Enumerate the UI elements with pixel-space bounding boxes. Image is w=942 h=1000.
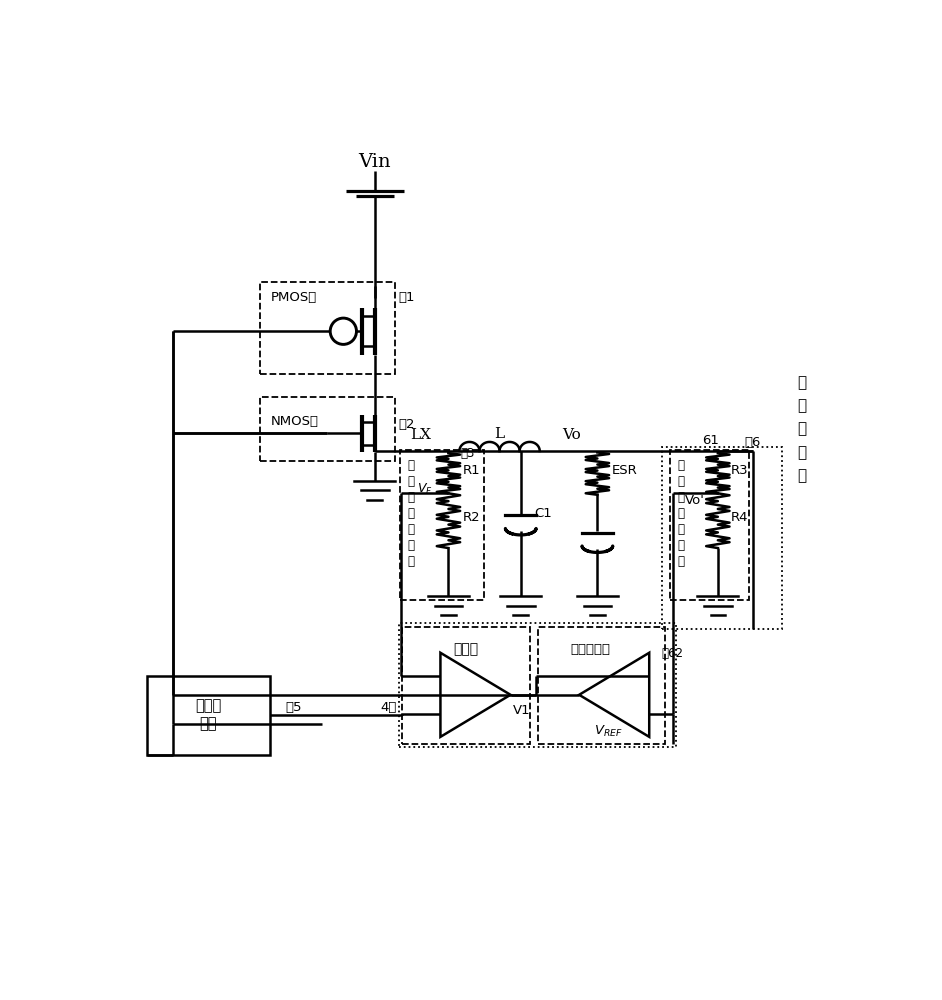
Text: 逻辑控: 逻辑控 [195, 698, 221, 713]
Text: 第: 第 [407, 459, 414, 472]
Text: L: L [495, 427, 505, 441]
Bar [538, 627, 665, 744]
Text: 串: 串 [678, 555, 685, 568]
Text: 一: 一 [407, 475, 414, 488]
Text: 61: 61 [702, 434, 719, 447]
Text: 模: 模 [797, 398, 806, 413]
Text: R3: R3 [731, 464, 749, 477]
Text: R4: R4 [731, 511, 749, 524]
Bar [402, 627, 530, 744]
Text: Vin: Vin [358, 153, 391, 171]
Text: ～3: ～3 [461, 447, 476, 460]
Text: R1: R1 [463, 464, 480, 477]
Text: 负: 负 [797, 468, 806, 483]
Text: 阻: 阻 [407, 539, 414, 552]
Text: R2: R2 [463, 511, 480, 524]
Text: Vo: Vo [562, 428, 581, 442]
Bar [661, 447, 782, 629]
Text: ～6: ～6 [744, 436, 760, 449]
Bar [147, 676, 269, 755]
Text: ～2: ～2 [398, 418, 414, 431]
Text: 运算放大器: 运算放大器 [571, 643, 610, 656]
Text: ～1: ～1 [398, 291, 414, 304]
Text: 二: 二 [678, 475, 685, 488]
Text: 4～: 4～ [381, 701, 397, 714]
Text: 电: 电 [407, 523, 414, 536]
Text: 比较器: 比较器 [453, 643, 479, 657]
Text: ～62: ～62 [661, 647, 684, 660]
Text: 压: 压 [407, 507, 414, 520]
Bar [398, 623, 676, 747]
Text: NMOS管: NMOS管 [271, 415, 319, 428]
Text: 馈: 馈 [797, 422, 806, 437]
Text: 块: 块 [797, 375, 806, 390]
Text: 制器: 制器 [200, 717, 217, 732]
Polygon shape [579, 653, 649, 737]
Text: 分: 分 [678, 491, 685, 504]
Polygon shape [441, 653, 511, 737]
Bar [400, 450, 484, 600]
Text: ESR: ESR [612, 464, 638, 477]
Text: Vo': Vo' [685, 494, 705, 507]
Bar [260, 397, 396, 461]
Text: 分: 分 [407, 491, 414, 504]
Text: ～5: ～5 [285, 701, 302, 714]
Text: V1: V1 [512, 704, 530, 717]
Text: 阻: 阻 [678, 539, 685, 552]
Text: 串: 串 [407, 555, 414, 568]
Text: 第: 第 [678, 459, 685, 472]
Text: $V_{REF}$: $V_{REF}$ [594, 724, 623, 739]
Text: LX: LX [410, 428, 431, 442]
Bar [671, 450, 749, 600]
Text: PMOS管: PMOS管 [271, 291, 317, 304]
Bar [260, 282, 396, 374]
Text: $V_F$: $V_F$ [416, 482, 432, 497]
Text: C1: C1 [534, 507, 552, 520]
Text: 压: 压 [678, 507, 685, 520]
Text: 反: 反 [797, 445, 806, 460]
Text: 电: 电 [678, 523, 685, 536]
